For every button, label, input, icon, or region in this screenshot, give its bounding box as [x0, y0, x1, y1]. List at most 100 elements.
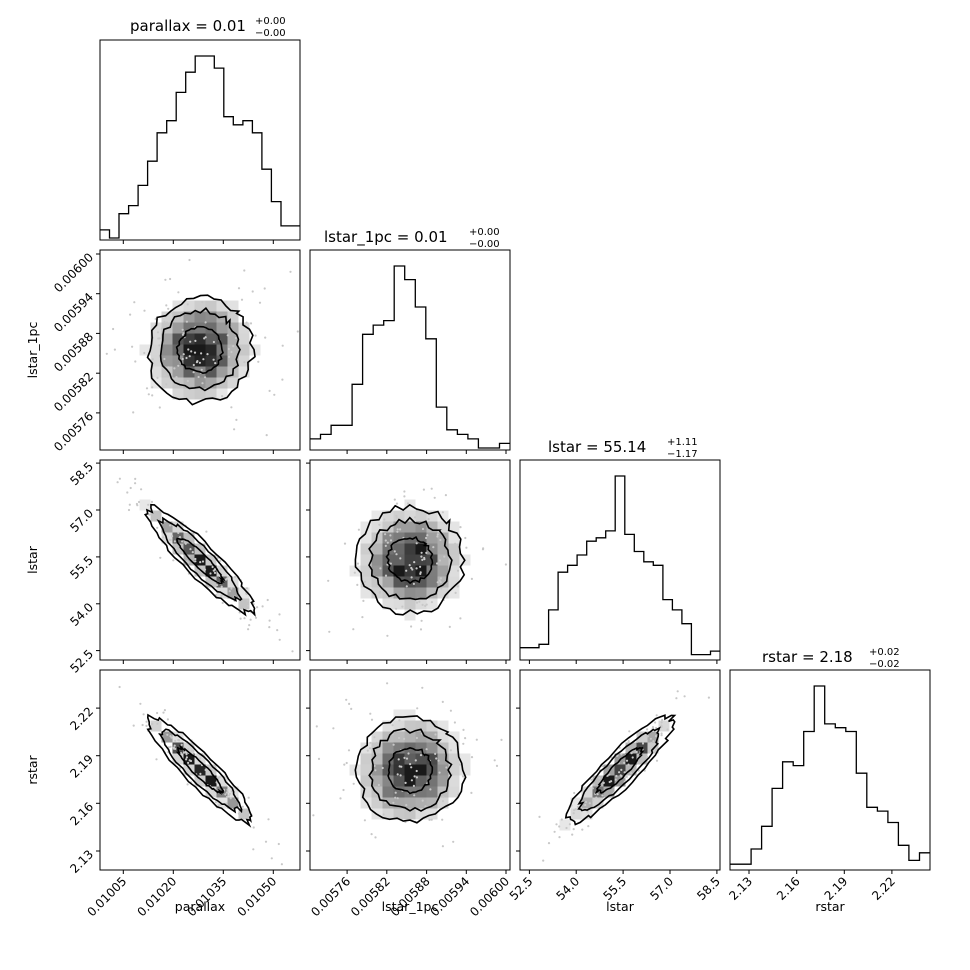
sample-point: [382, 813, 385, 816]
sample-point: [425, 536, 428, 540]
sample-point: [384, 574, 388, 577]
density-cell: [415, 576, 427, 588]
density-cell: [437, 554, 449, 566]
panel-lstar-1pc-vs-lstar: [309, 459, 511, 661]
sample-point: [169, 735, 172, 738]
density-cell: [360, 775, 372, 787]
contour-level-3: [564, 714, 677, 826]
y-tick-label-rstar: 2.13: [67, 847, 96, 876]
density-cell: [249, 344, 261, 356]
sample-point: [374, 769, 377, 772]
sample-point: [620, 774, 623, 778]
sample-point: [683, 695, 686, 698]
sample-point: [368, 747, 372, 750]
sample-point: [315, 725, 318, 728]
sample-point: [383, 518, 386, 521]
sample-point: [185, 320, 188, 323]
sample-point: [436, 533, 439, 536]
sample-point: [145, 387, 149, 390]
density-cell: [227, 300, 239, 312]
sample-point: [246, 604, 250, 608]
sample-point: [184, 542, 187, 545]
sample-point: [165, 383, 168, 386]
x-tick-label-parallax: 0.01005: [84, 874, 129, 919]
sample-point: [459, 763, 462, 766]
contour-level-3: [354, 715, 467, 824]
density-cell: [437, 543, 449, 555]
sample-point: [353, 571, 356, 574]
sample-point: [416, 707, 419, 710]
density-cell: [194, 554, 206, 566]
sample-point: [192, 371, 195, 374]
sample-point: [263, 287, 266, 290]
density-cell: [194, 355, 206, 367]
sample-point: [148, 513, 151, 516]
density-cell: [459, 764, 471, 776]
sample-point: [470, 756, 474, 759]
x-axis-label-rstar: rstar: [815, 899, 845, 914]
y-axis-label-lstar: lstar: [25, 545, 40, 574]
sample-point: [623, 771, 626, 774]
density-cell: [172, 322, 184, 334]
density-cell: [437, 510, 449, 522]
sample-point: [345, 761, 348, 765]
density-cell: [437, 797, 449, 809]
sample-point: [192, 363, 195, 367]
density-cell: [227, 333, 239, 345]
sample-point: [421, 603, 424, 607]
sample-point: [179, 752, 183, 755]
sample-point: [347, 749, 351, 752]
density-cell: [404, 709, 416, 721]
sample-point: [142, 713, 145, 716]
density-cell: [371, 797, 383, 809]
sample-point: [201, 560, 205, 563]
density-cell: [194, 565, 206, 577]
contours-parallax-vs-lstar: [143, 503, 256, 617]
sample-point: [248, 624, 251, 627]
sample-point: [267, 818, 270, 821]
sample-point: [247, 345, 250, 348]
density-cell: [183, 300, 195, 312]
density-cell: [183, 355, 195, 367]
sample-point: [459, 526, 462, 529]
density-cell: [570, 797, 582, 809]
sample-point: [181, 357, 184, 361]
density-cell: [581, 808, 593, 820]
x-tick-label-rstar: 2.22: [869, 874, 898, 903]
sample-point: [424, 805, 427, 808]
sample-point: [173, 540, 176, 543]
density-cell: [415, 720, 427, 732]
density-cell: [172, 753, 184, 765]
sample-point: [414, 759, 417, 762]
sample-point: [247, 796, 250, 799]
sample-point: [203, 568, 207, 571]
density-cell: [382, 775, 394, 787]
sample-point: [126, 491, 129, 494]
sample-point: [646, 755, 649, 759]
density-cell: [393, 521, 405, 533]
sample-point: [177, 291, 180, 294]
sample-point: [225, 795, 229, 799]
density-cell: [614, 775, 626, 787]
sample-point: [456, 569, 460, 572]
sample-point: [206, 771, 209, 774]
sample-point: [625, 775, 628, 779]
sample-point: [434, 752, 437, 756]
sample-point: [397, 758, 400, 761]
sample-point: [374, 836, 377, 839]
sample-point: [587, 825, 590, 828]
density-cell: [426, 587, 438, 599]
density-cell: [371, 775, 383, 787]
density-cell: [205, 344, 217, 356]
density-cell: [205, 322, 217, 334]
density-cell: [227, 797, 239, 809]
sample-point: [156, 526, 159, 529]
sample-point: [660, 732, 663, 735]
density-cell: [172, 377, 184, 389]
sample-point: [655, 726, 658, 730]
sample-point: [404, 781, 407, 785]
density-cell: [404, 510, 416, 522]
sample-point: [249, 322, 253, 325]
sample-point: [134, 477, 137, 480]
sample-point: [425, 551, 428, 555]
